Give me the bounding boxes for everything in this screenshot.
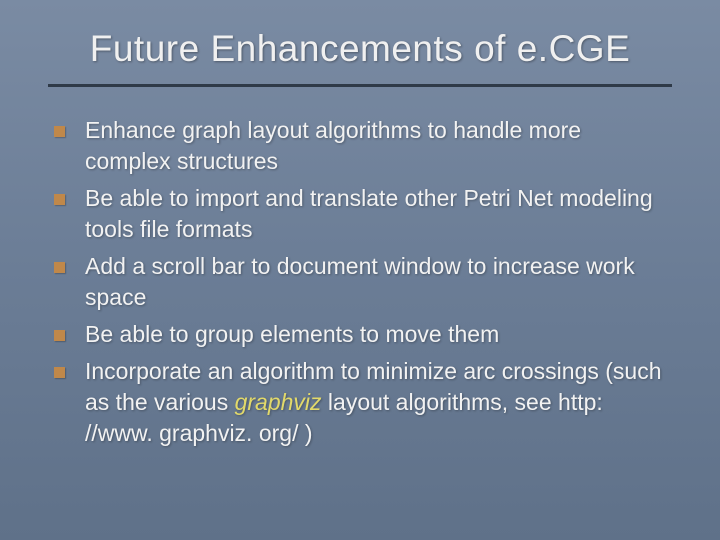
list-item: Add a scroll bar to document window to i… bbox=[54, 251, 672, 313]
slide: Future Enhancements of e.CGE Enhance gra… bbox=[0, 0, 720, 540]
list-item: Incorporate an algorithm to minimize arc… bbox=[54, 356, 672, 449]
bullet-text: Enhance graph layout algorithms to handl… bbox=[85, 115, 672, 177]
list-item: Be able to import and translate other Pe… bbox=[54, 183, 672, 245]
bullet-icon bbox=[54, 367, 65, 378]
title-underline bbox=[48, 84, 672, 87]
slide-title: Future Enhancements of e.CGE bbox=[48, 28, 672, 84]
bullet-list: Enhance graph layout algorithms to handl… bbox=[48, 115, 672, 449]
list-item: Be able to group elements to move them bbox=[54, 319, 672, 350]
highlight-word: graphviz bbox=[235, 389, 322, 415]
bullet-icon bbox=[54, 126, 65, 137]
bullet-text: Add a scroll bar to document window to i… bbox=[85, 251, 672, 313]
bullet-icon bbox=[54, 262, 65, 273]
bullet-text: Be able to import and translate other Pe… bbox=[85, 183, 672, 245]
bullet-text: Incorporate an algorithm to minimize arc… bbox=[85, 356, 672, 449]
list-item: Enhance graph layout algorithms to handl… bbox=[54, 115, 672, 177]
bullet-icon bbox=[54, 194, 65, 205]
bullet-icon bbox=[54, 330, 65, 341]
bullet-text: Be able to group elements to move them bbox=[85, 319, 499, 350]
